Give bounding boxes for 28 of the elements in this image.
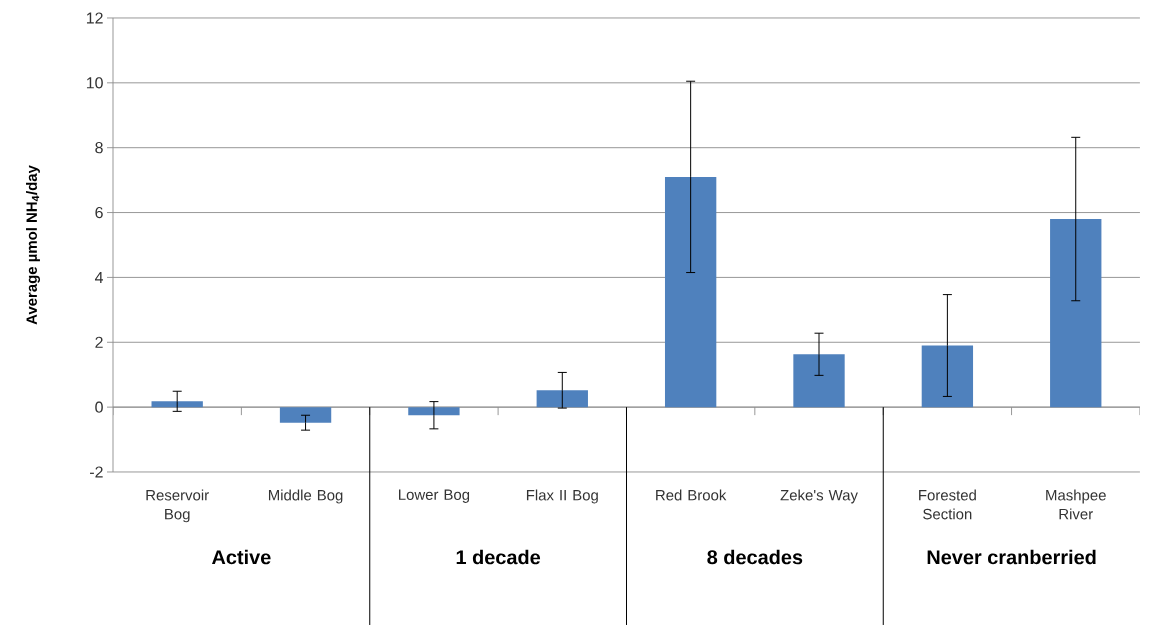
text: Never cranberried <box>927 549 1096 565</box>
bar <box>536 390 588 408</box>
y-tick-label: 2 <box>95 336 103 348</box>
y-tick-label: -2 <box>90 466 103 478</box>
x-tick-label: Middle Bog <box>268 489 343 504</box>
bar <box>279 407 332 423</box>
y-tick-label: 8 <box>95 142 103 154</box>
text: 1 decade <box>456 549 541 565</box>
x-tick-label: Forested Section <box>919 489 976 520</box>
y-tick-label: 0 <box>95 401 103 413</box>
y-tick-label: 4 <box>94 271 104 283</box>
bar <box>664 176 717 408</box>
x-tick-label: Lower Bog <box>399 489 470 503</box>
x-tick-label: Red Brook <box>656 489 727 501</box>
y-tick-label: 10 <box>86 77 103 89</box>
x-tick-label: Zeke's Way <box>780 489 858 504</box>
text: Active <box>211 549 271 565</box>
bar <box>408 407 460 416</box>
x-tick-label: Reservoir Bog <box>146 489 209 523</box>
bar <box>793 354 845 408</box>
text: 8 decades <box>707 549 803 565</box>
bar <box>151 401 203 408</box>
x-tick-label: Flax II Bog <box>526 489 598 504</box>
bar <box>1050 219 1102 408</box>
y-axis-title: Average µmol NH$_{4}$/day <box>26 165 41 325</box>
y-tick-label: 12 <box>86 12 103 24</box>
x-tick-label: Mashpee River <box>1046 489 1106 520</box>
y-tick-label: 6 <box>95 206 103 219</box>
